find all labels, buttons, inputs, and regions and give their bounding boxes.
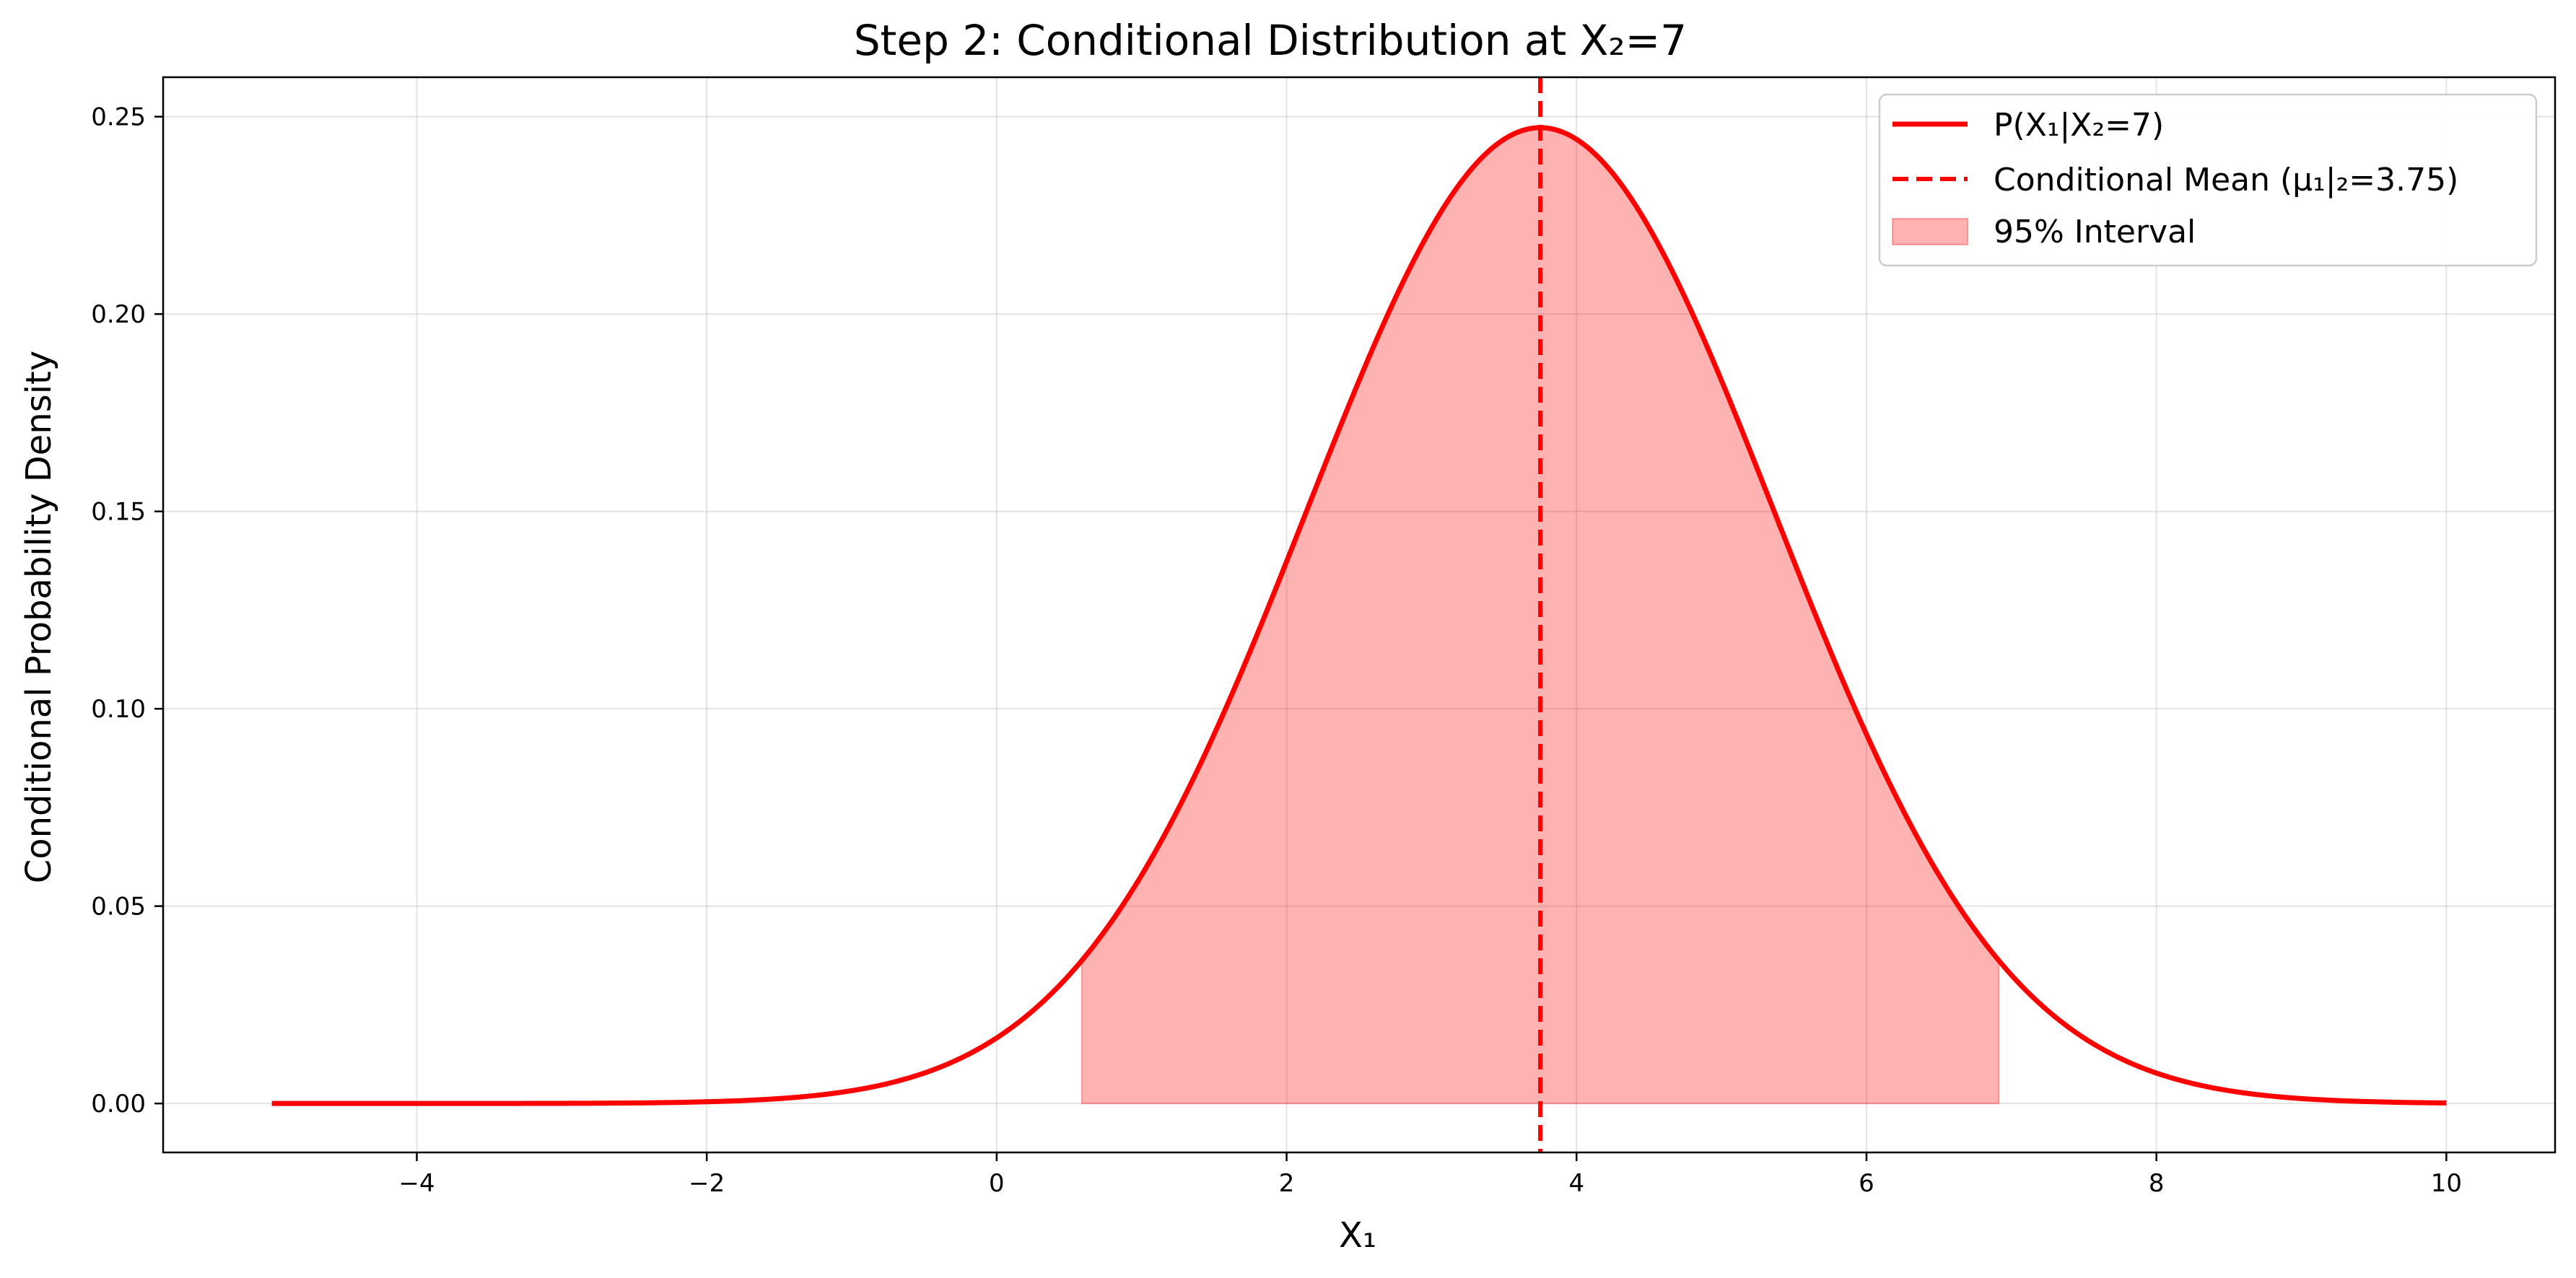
chart-title: Step 2: Conditional Distribution at X₂=7 [854,16,1687,65]
x-tick-label: −4 [398,1169,435,1198]
x-axis-ticks: −4 −2 0 2 4 6 8 10 [398,1152,2462,1198]
legend: P(X₁|X₂=7) Conditional Mean (μ₁|₂=3.75) … [1878,93,2538,267]
legend-label-mean: Conditional Mean (μ₁|₂=3.75) [1994,162,2458,198]
y-tick-label: 0.05 [91,893,146,922]
x-tick-label: 0 [989,1169,1005,1198]
legend-label-interval: 95% Interval [1994,214,2196,250]
x-tick-label: 8 [2149,1169,2165,1198]
y-tick-label: 0.00 [91,1090,146,1119]
x-axis-label: X₁ [1339,1215,1376,1256]
y-axis-ticks: 0.00 0.05 0.10 0.15 0.20 0.25 [91,103,163,1119]
x-tick-label: 10 [2431,1169,2462,1198]
legend-box [1878,93,2538,267]
plot-frame [162,76,2557,1154]
legend-swatch-interval [1892,218,1968,245]
x-tick-label: 2 [1279,1169,1295,1198]
x-tick-label: 4 [1568,1169,1584,1198]
y-tick-label: 0.25 [91,103,146,132]
x-tick-label: −2 [689,1169,725,1198]
x-tick-label: 6 [1859,1169,1874,1198]
y-tick-label: 0.20 [91,300,146,329]
y-axis-label: Conditional Probability Density [19,351,59,884]
pdf-curve [271,125,2447,1106]
series-layer [271,77,2447,1152]
y-tick-label: 0.15 [91,498,146,527]
y-tick-label: 0.10 [91,695,146,724]
legend-label-curve: P(X₁|X₂=7) [1994,107,2164,144]
